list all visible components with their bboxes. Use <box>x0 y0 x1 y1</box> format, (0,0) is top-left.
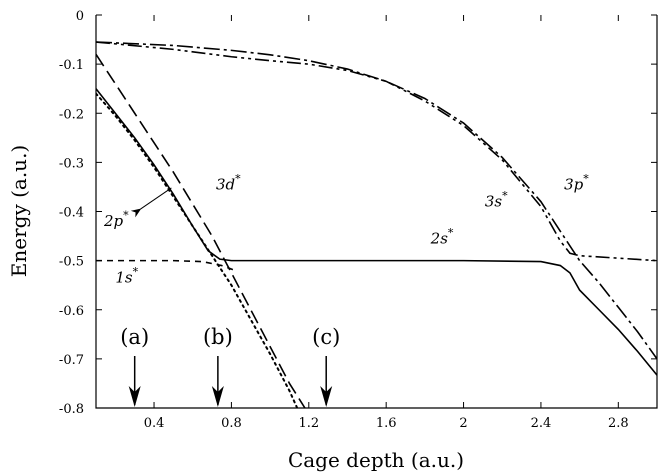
y-tick-label: -0.7 <box>59 353 84 368</box>
y-tick-label: -0.1 <box>59 58 84 73</box>
y-tick-label: -0.3 <box>59 156 84 171</box>
x-tick-label: 2 <box>459 416 467 431</box>
y-tick-label: -0.4 <box>59 206 84 221</box>
curve-label-2s: 2s* <box>430 226 454 247</box>
axis-ticks: 0.4 0.8 1.2 1.6 2 2.4 2.8 0 -0.1 -0.2 -0.3 -0.4 -0.5… <box>59 9 657 431</box>
y-tick-label: -0.2 <box>59 107 84 122</box>
curve-label-3s: 3s* <box>485 190 508 211</box>
y-tick-label: -0.6 <box>59 304 84 319</box>
curve-label-3d: 3d* <box>216 172 241 193</box>
series-3s-star <box>96 41 657 360</box>
x-tick-label: 0.8 <box>221 416 242 431</box>
y-tick-label: -0.8 <box>59 402 84 417</box>
pointer-arrow <box>130 187 172 218</box>
y-tick-label: -0.5 <box>59 255 84 270</box>
plot-axes <box>95 15 658 409</box>
x-tick-label: 1.2 <box>298 416 319 431</box>
axes-frame <box>95 15 658 409</box>
curve-label-1s: 1s* <box>115 266 138 287</box>
series-2s-star <box>96 88 657 376</box>
y-axis-title: Energy (a.u.) <box>7 145 31 277</box>
curve-labels: 1s* 2s* 2p* 3d* 3s* 3p* <box>103 172 589 286</box>
curve-label-3p: 3p* <box>564 172 589 193</box>
y-tick-label: 0 <box>76 9 84 24</box>
x-tick-label: 2.8 <box>608 416 629 431</box>
marker-arrowhead <box>320 386 333 407</box>
curves <box>96 41 657 408</box>
marker-label: (a) <box>120 325 149 349</box>
x-tick-label: 2.4 <box>531 416 552 431</box>
curve-label-2p: 2p* <box>103 209 129 230</box>
depth-markers: (a) (b) (c) <box>120 325 340 407</box>
x-tick-label: 0.4 <box>144 416 165 431</box>
series-3d-star <box>96 53 306 408</box>
x-axis-title: Cage depth (a.u.) <box>288 448 464 472</box>
series-3p-star <box>96 41 657 262</box>
marker-label: (c) <box>312 325 340 349</box>
series-2p-star <box>96 92 299 408</box>
marker-label: (b) <box>203 325 233 349</box>
marker-arrowhead <box>128 386 141 407</box>
marker-arrowhead <box>211 386 224 407</box>
x-tick-label: 1.6 <box>376 416 397 431</box>
